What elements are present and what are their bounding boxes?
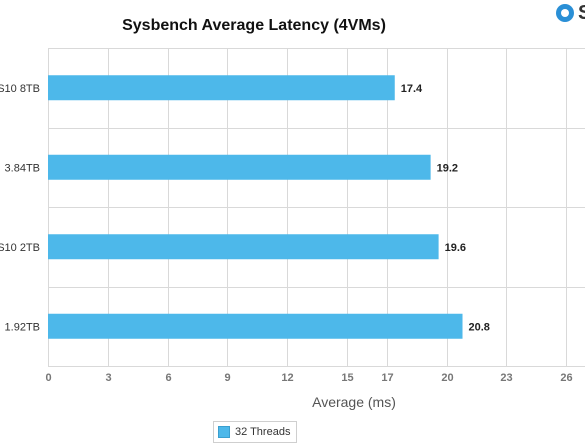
x-tick-label: 12 <box>281 372 293 384</box>
bar[interactable] <box>48 313 463 339</box>
bar[interactable] <box>48 75 395 101</box>
x-tick-label: 3 <box>105 372 111 384</box>
legend[interactable]: 32 Threads <box>213 421 298 443</box>
bar[interactable] <box>48 234 439 260</box>
bar-value-label: 17.4 <box>401 83 423 95</box>
category-label: S10 8TB <box>0 83 40 95</box>
x-tick-label: 9 <box>224 372 230 384</box>
brand-logo-icon <box>556 4 574 22</box>
bar[interactable] <box>48 154 431 180</box>
bar-value-label: 19.2 <box>437 162 458 174</box>
bar-value-label: 19.6 <box>445 242 466 254</box>
x-tick-labels: 0 3 6 9 12 15 17 20 23 26 <box>45 372 572 384</box>
legend-label-32-threads: 32 Threads <box>235 426 291 438</box>
bars <box>48 75 463 339</box>
x-tick-label: 0 <box>45 372 51 384</box>
category-label: S10 2TB <box>0 242 40 254</box>
legend-swatch <box>218 426 230 438</box>
chart-title: Sysbench Average Latency (4VMs) <box>122 17 386 34</box>
gridlines <box>48 48 585 367</box>
bar-value-label: 20.8 <box>469 321 490 333</box>
brand-logo-text: S <box>578 2 585 24</box>
x-tick-label: 20 <box>441 372 453 384</box>
x-tick-label: 26 <box>560 372 572 384</box>
x-tick-label: 17 <box>381 372 393 384</box>
x-tick-label: 6 <box>165 372 171 384</box>
x-tick-label: 23 <box>500 372 512 384</box>
category-label: 1.92TB <box>5 321 40 333</box>
value-labels: 17.4 19.2 19.6 20.8 <box>401 83 490 334</box>
category-label: 3.84TB <box>5 162 40 174</box>
category-labels: S10 8TB 3.84TB S10 2TB 1.92TB <box>0 83 40 334</box>
x-axis-label: Average (ms) <box>312 394 396 410</box>
x-tick-label: 15 <box>341 372 353 384</box>
